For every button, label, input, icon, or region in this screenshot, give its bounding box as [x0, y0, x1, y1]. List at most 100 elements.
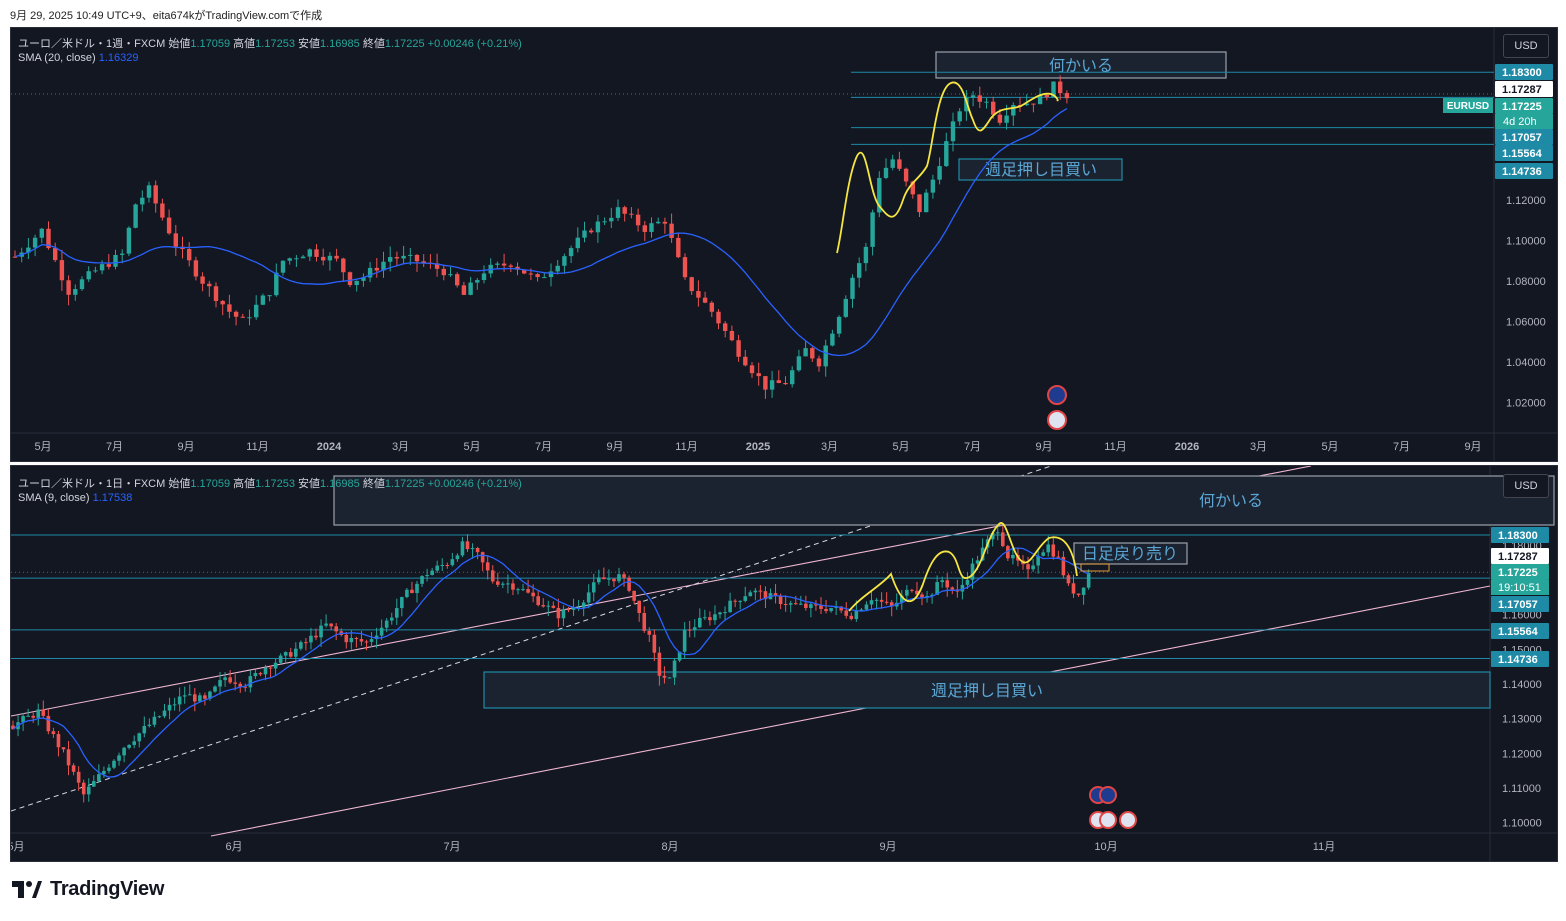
weekly-candle-body [609, 217, 614, 222]
daily-candle-body [1056, 556, 1061, 558]
daily-candle-body [662, 675, 667, 678]
daily-candle-body [167, 704, 172, 711]
daily-candle-body [1011, 554, 1015, 559]
daily-candle-body [359, 639, 364, 642]
daily-candle-body [516, 589, 520, 591]
daily-candle-body [465, 541, 470, 550]
daily-chart-svg[interactable]: 1.190001.180001.170001.160001.150001.140… [11, 466, 1557, 861]
daily-candle-body [874, 599, 879, 601]
weekly-candle-body [166, 217, 172, 234]
weekly-candle-body [615, 207, 621, 218]
daily-candle-body [193, 694, 197, 702]
daily-eu-event-icon[interactable] [1099, 786, 1117, 804]
daily-candle-body [677, 651, 682, 661]
daily-candle-body [299, 642, 303, 649]
weekly-xtick-4: 2024 [317, 441, 342, 453]
daily-candle-body [405, 589, 409, 598]
daily-candle-body [844, 610, 849, 616]
weekly-top-annotation-box[interactable] [935, 51, 1227, 79]
daily-candle-body [97, 774, 101, 782]
daily-close: 1.17225 [384, 478, 425, 490]
daily-candle-body [273, 662, 278, 669]
weekly-candle-body [153, 185, 158, 204]
weekly-countdown: 4d 20h [1503, 116, 1537, 128]
daily-candle-body [511, 583, 515, 590]
daily-candle-body [788, 603, 793, 605]
eu-event-icon[interactable] [1047, 385, 1067, 405]
weekly-candle-body [816, 358, 822, 367]
daily-candle-body [36, 709, 41, 718]
weekly-candle-body [247, 317, 252, 319]
daily-low: 1.16985 [320, 478, 360, 490]
weekly-candle-body [99, 264, 105, 271]
weekly-currency-button[interactable]: USD [1503, 34, 1549, 58]
daily-candle-body [1081, 587, 1086, 595]
daily-candle-body [980, 547, 985, 561]
tradingview-logo[interactable]: TradingView [12, 878, 164, 901]
daily-candle-body [602, 577, 606, 580]
daily-sma-legend[interactable]: SMA (9, close) 1.17538 [18, 492, 132, 504]
daily-candle-body [142, 726, 147, 734]
daily-bottom-annotation-box[interactable] [483, 671, 1491, 709]
daily-candle-body [132, 741, 136, 745]
daily-top-annotation-box[interactable] [333, 475, 1555, 526]
weekly-candle-body [1044, 94, 1049, 98]
daily-candle-body [485, 562, 490, 571]
weekly-price-label-2: 1.17225 [1502, 101, 1542, 113]
daily-candle-body [748, 592, 753, 597]
daily-chart-panel[interactable]: 1.190001.180001.170001.160001.150001.140… [10, 465, 1558, 862]
daily-candle-body [400, 597, 404, 609]
daily-candle-body [182, 695, 187, 697]
weekly-candle-body [595, 221, 601, 233]
daily-candle-body [198, 695, 202, 702]
daily-candle-body [607, 578, 611, 580]
daily-mid-annotation-box[interactable] [1073, 542, 1188, 565]
weekly-candle-body [39, 228, 44, 238]
daily-candle-body [940, 580, 944, 583]
weekly-candle-body [381, 261, 386, 271]
daily-sma-value: 1.17538 [92, 492, 133, 504]
daily-candle-body [703, 617, 707, 619]
daily-ytick-6: 1.13000 [1502, 714, 1542, 726]
daily-candle-body [814, 604, 818, 606]
weekly-candle-body [475, 280, 480, 283]
daily-candle-body [1071, 583, 1076, 594]
weekly-candle-body [582, 230, 587, 238]
weekly-ytick-3: 1.08000 [1506, 276, 1546, 288]
daily-us-event-icon[interactable] [1119, 811, 1137, 829]
daily-us-event-icon[interactable] [1099, 811, 1117, 829]
weekly-candle-body [783, 382, 788, 385]
us-event-icon[interactable] [1047, 410, 1067, 430]
daily-candle-body [834, 606, 838, 608]
weekly-symbol-tag: EURUSD [1447, 101, 1489, 112]
daily-price-label-bg-2 [1491, 564, 1549, 580]
daily-candle-body [556, 607, 561, 619]
weekly-candle-body [957, 111, 962, 122]
weekly-candle-body [642, 225, 647, 232]
weekly-candle-body [589, 230, 594, 233]
daily-xtick-0: 5月 [11, 841, 25, 853]
daily-ytick-8: 1.11000 [1502, 783, 1541, 795]
weekly-candle-body [160, 203, 165, 218]
weekly-bottom-annotation-box[interactable] [958, 158, 1123, 181]
weekly-chart-panel[interactable]: 1.02000 1.04000 1.06000 1.08000 1.10000 1.120… [10, 27, 1558, 462]
weekly-candle-body [729, 330, 735, 341]
daily-low-label: 安値 [298, 478, 320, 490]
weekly-candle-body [59, 260, 65, 281]
weekly-ohlc-legend: ユーロ／米ドル・1週・FXCM 始値1.17059 高値1.17253 安値1.… [18, 35, 522, 51]
weekly-candle-body [542, 277, 547, 279]
weekly-candle-body [133, 204, 138, 228]
daily-candle-body [1036, 555, 1040, 566]
weekly-xtick-16: 2026 [1175, 441, 1199, 453]
daily-candle-body [71, 765, 76, 772]
daily-candle-body [395, 608, 399, 618]
weekly-ytick-0: 1.02000 [1506, 398, 1546, 410]
daily-currency-button[interactable]: USD [1503, 474, 1549, 498]
weekly-chart-svg[interactable]: 1.02000 1.04000 1.06000 1.08000 1.10000 1.120… [11, 28, 1557, 461]
weekly-candle-body [53, 248, 58, 261]
weekly-candle-body [917, 194, 922, 213]
weekly-sma-legend[interactable]: SMA (20, close) 1.16329 [18, 52, 138, 64]
daily-candle-body [223, 677, 227, 681]
daily-high-label: 高値 [233, 478, 256, 490]
daily-price-label-1: 1.17287 [1498, 551, 1538, 563]
